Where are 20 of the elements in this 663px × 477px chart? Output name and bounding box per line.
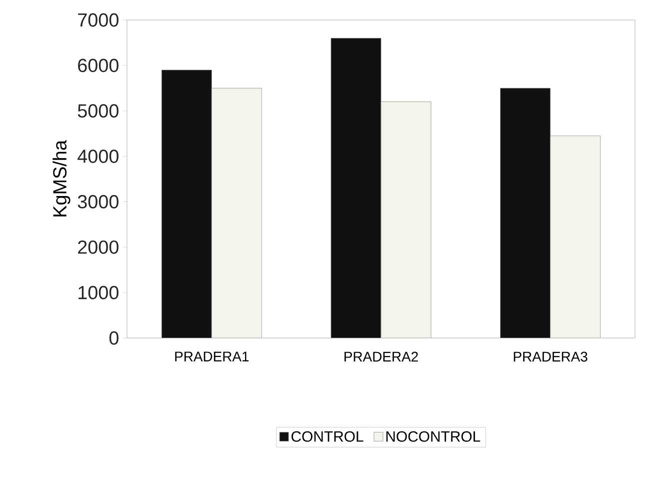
bar [380, 102, 432, 338]
y-axis-title: KgMS/ha [52, 140, 70, 216]
y-tick-label: 5000 [78, 104, 118, 118]
y-tick-label: 6000 [78, 58, 118, 72]
x-tick-label: PRADERA3 [514, 352, 588, 362]
y-tick-label: 2000 [78, 240, 118, 254]
x-tick-label: PRADERA2 [344, 352, 418, 362]
y-tick-label: 3000 [78, 195, 118, 208]
bar [330, 38, 382, 338]
y-tick-label: 7000 [78, 13, 118, 27]
legend-label: NOCONTROL [386, 431, 480, 442]
bar [500, 88, 551, 338]
y-tick-label: 0 [109, 331, 118, 345]
bar [161, 70, 212, 338]
x-tick-label: PRADERA1 [175, 352, 249, 362]
bar [550, 136, 601, 338]
y-tick-label: 4000 [78, 150, 118, 163]
y-tick-label: 1000 [78, 286, 118, 300]
legend-label: CONTROL [292, 431, 364, 442]
bar [211, 88, 262, 338]
